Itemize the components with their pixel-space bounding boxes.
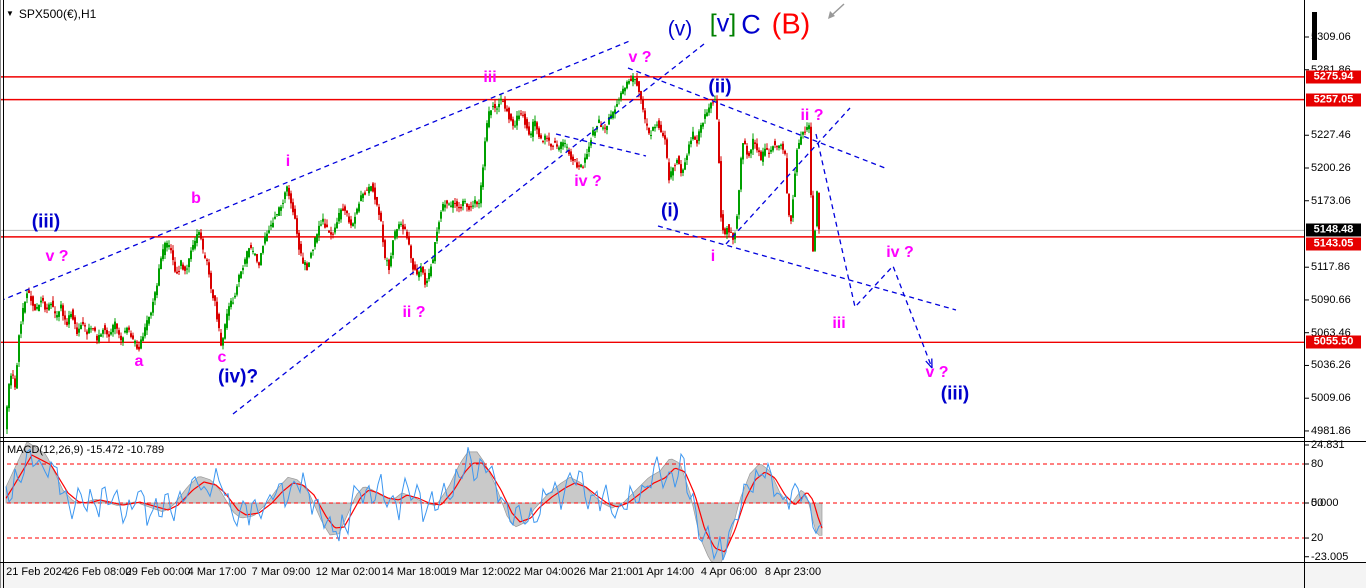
time-tick-label: 4 Apr 06:00: [700, 566, 758, 578]
forecast-zigzag[interactable]: [815, 133, 933, 369]
macd-axis-label--23.005: -23.005: [1311, 550, 1349, 563]
wave-label-iv[interactable]: (iv)?: [217, 366, 259, 388]
macd-axis-label-80: 80: [1311, 457, 1324, 470]
macd-axis-label-24.831: 24.831: [1311, 438, 1345, 451]
price-tick-label: 4981.86: [1311, 424, 1351, 437]
trendline-3[interactable]: [657, 225, 957, 311]
time-axis-strip: [0, 563, 1366, 588]
trendline-2[interactable]: [627, 67, 886, 169]
price-line-badge-5257.05: 5257.05: [1306, 93, 1361, 107]
macd-axis-label-50: 50: [1311, 497, 1324, 509]
price-tick-label: 5090.66: [1311, 293, 1351, 306]
time-tick-label: 21 Feb 2024: [6, 566, 68, 578]
macd-indicator-label: MACD(12,26,9) -15.472 -10.789: [7, 444, 165, 456]
wave-label-iii[interactable]: (iii): [31, 211, 61, 233]
price-tick-label: 5063.46: [1311, 326, 1351, 339]
wave-label-v[interactable]: v ?: [925, 364, 949, 381]
wave-label-iii[interactable]: (iii): [940, 383, 970, 405]
time-tick-label: 7 Mar 09:00: [251, 566, 311, 578]
candles: [6, 72, 820, 435]
top-label-part: v: [716, 9, 730, 38]
top-label-v[interactable]: (v): [667, 17, 693, 41]
wave-label-i[interactable]: i: [710, 248, 716, 265]
macd-axis-label-0.000: 0.000: [1311, 497, 1339, 509]
cursor-arrow-icon: [831, 3, 845, 16]
time-tick-label: 1 Apr 14:00: [637, 566, 695, 578]
time-tick-label: 26 Feb 08:00: [66, 566, 132, 578]
price-tick-label: 5117.86: [1311, 261, 1350, 274]
macd-main-line: [5, 447, 823, 561]
wave-label-v[interactable]: v ?: [628, 49, 652, 66]
time-tick-label: 4 Mar 17:00: [187, 566, 247, 578]
time-tick-label: 26 Mar 21:00: [573, 566, 639, 578]
wave-label-iii[interactable]: iii: [483, 69, 497, 86]
wave-label-c[interactable]: c: [217, 349, 227, 366]
chart-title: SPX500(€),H1: [18, 7, 97, 21]
wave-label-iv[interactable]: iv ?: [886, 244, 914, 261]
time-tick-label: 8 Apr 23:00: [764, 566, 822, 578]
chart-title-bar: ▼ SPX500(€),H1: [6, 7, 96, 21]
macd-plot: [4, 442, 1304, 562]
price-line-badge-5275.94: 5275.94: [1306, 70, 1361, 84]
time-tick-label: 12 Mar 02:00: [315, 566, 381, 578]
price-tick-label: 5200.26: [1311, 161, 1351, 174]
symbol-dropdown-icon[interactable]: ▼: [6, 9, 14, 18]
price-tick-label: 5173.06: [1311, 194, 1351, 207]
price-tick-label: 5309.06: [1311, 31, 1351, 43]
price-tick-label: 5009.06: [1311, 392, 1351, 405]
wave-label-iii[interactable]: iii: [832, 315, 846, 332]
macd-axis-label-20: 20: [1311, 532, 1324, 545]
wave-label-b[interactable]: b: [191, 190, 201, 207]
time-tick-label: 22 Mar 04:00: [508, 566, 574, 578]
top-label-part: ]: [729, 9, 737, 38]
price-line-badge-5055.50: 5055.50: [1306, 335, 1361, 349]
wave-label-v[interactable]: v ?: [45, 248, 69, 265]
wave-label-ii[interactable]: ii ?: [800, 107, 824, 124]
wave-label-i[interactable]: (i): [661, 200, 679, 222]
time-tick-label: 14 Mar 18:00: [381, 566, 447, 578]
wave-label-ii[interactable]: ii ?: [402, 304, 426, 321]
time-tick-label: 19 Mar 12:00: [444, 566, 510, 578]
wave-label-iv[interactable]: iv ?: [574, 173, 602, 190]
trendline-5[interactable]: [555, 133, 647, 157]
current-price-badge: 5148.48: [1306, 223, 1361, 237]
wave-label-a[interactable]: a: [134, 353, 144, 370]
trendline-0[interactable]: [0, 39, 633, 301]
top-label-C[interactable]: C: [741, 9, 761, 40]
time-tick-label: 29 Feb 00:00: [125, 566, 191, 578]
top-label-part: [: [709, 9, 717, 38]
wave-label-ii[interactable]: (ii): [708, 76, 732, 98]
top-label-B[interactable]: (B): [771, 8, 811, 41]
wave-label-i[interactable]: i: [285, 153, 291, 170]
top-label-v[interactable]: [v]: [709, 9, 737, 38]
price-line-badge-5143.05: 5143.05: [1306, 237, 1361, 251]
trendline-1[interactable]: [232, 43, 705, 415]
axis-scale-marker: [1312, 12, 1317, 60]
price-tick-label: 5227.46: [1311, 129, 1351, 142]
price-tick-label: 5036.26: [1311, 359, 1351, 372]
trendline-4[interactable]: [725, 107, 851, 245]
